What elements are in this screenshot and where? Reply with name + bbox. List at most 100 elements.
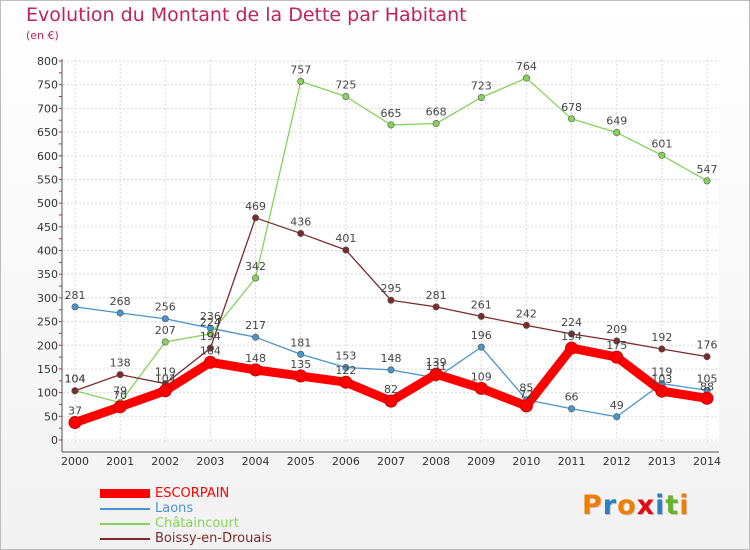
y-tick-label: 200 (37, 339, 58, 352)
data-label: 135 (290, 358, 311, 371)
data-point (206, 330, 214, 338)
data-label: 469 (245, 200, 266, 213)
data-label: 70 (113, 389, 127, 402)
data-label: 242 (516, 307, 537, 320)
data-label: 175 (606, 339, 627, 352)
data-point (613, 337, 621, 345)
logo-letter: t (665, 490, 680, 521)
data-label: 139 (426, 356, 447, 369)
legend-label: Laons (155, 501, 194, 516)
data-label: 49 (610, 399, 624, 412)
data-label: 181 (290, 336, 311, 349)
data-label: 764 (516, 60, 537, 73)
data-point (703, 353, 711, 361)
logo-letter: r (602, 490, 618, 521)
legend-swatch (100, 538, 150, 540)
data-label: 119 (651, 366, 672, 379)
data-label: 176 (697, 339, 718, 352)
y-tick-label: 400 (37, 245, 58, 258)
x-tick-label: 2012 (603, 455, 631, 468)
legend-label: Châtaincourt (155, 516, 239, 531)
data-point (158, 384, 172, 398)
logo-letter: i (655, 490, 666, 521)
data-point (519, 399, 533, 413)
x-tick-label: 2005 (287, 455, 315, 468)
x-tick-label: 2006 (332, 455, 360, 468)
logo-letter: x (636, 490, 656, 521)
data-label: 401 (335, 232, 356, 245)
data-label: 131 (426, 360, 447, 373)
y-tick-label: 250 (37, 316, 58, 329)
data-label: 757 (290, 63, 311, 76)
data-label: 153 (335, 350, 356, 363)
y-tick-label: 300 (37, 292, 58, 305)
data-label: 82 (384, 383, 398, 396)
data-label: 79 (113, 385, 127, 398)
data-point (387, 366, 395, 374)
data-point (387, 121, 395, 129)
x-tick-label: 2010 (512, 455, 540, 468)
data-point (161, 315, 169, 323)
data-point (116, 309, 124, 317)
y-tick-label: 0 (51, 434, 58, 447)
data-point (703, 177, 711, 185)
y-tick-label: 700 (37, 102, 58, 115)
data-label: 209 (606, 323, 627, 336)
y-tick-label: 150 (37, 363, 58, 376)
data-point (429, 367, 443, 381)
y-tick-label: 450 (37, 221, 58, 234)
data-label: 668 (426, 106, 447, 119)
data-label: 207 (155, 324, 176, 337)
data-label: 148 (245, 352, 266, 365)
data-point (252, 214, 260, 222)
data-label: 66 (565, 391, 579, 404)
y-tick-label: 100 (37, 387, 58, 400)
data-point (203, 355, 217, 369)
y-tick-label: 350 (37, 268, 58, 281)
data-label: 268 (110, 295, 131, 308)
data-point (568, 405, 576, 413)
data-label: 723 (471, 79, 492, 92)
data-point (206, 344, 214, 352)
data-label: 665 (381, 107, 402, 120)
data-label: 261 (471, 298, 492, 311)
logo-letter: o (617, 490, 637, 521)
data-point (477, 93, 485, 101)
x-tick-label: 2014 (693, 455, 721, 468)
chart-subtitle: (en €) (26, 29, 59, 42)
data-point (568, 330, 576, 338)
data-label: 236 (200, 310, 221, 323)
data-point (613, 129, 621, 137)
data-point (474, 381, 488, 395)
data-point (339, 375, 353, 389)
data-label: 105 (697, 372, 718, 385)
data-point (522, 74, 530, 82)
x-tick-label: 2001 (106, 455, 134, 468)
data-label: 104 (65, 373, 86, 386)
chart-title: Evolution du Montant de la Dette par Hab… (26, 4, 467, 26)
data-point (71, 387, 79, 395)
y-tick-label: 800 (37, 55, 58, 68)
data-label: 678 (561, 101, 582, 114)
y-tick-label: 500 (37, 197, 58, 210)
data-label: 122 (335, 364, 356, 377)
data-point (384, 394, 398, 408)
data-label: 104 (155, 373, 176, 386)
data-point (71, 303, 79, 311)
data-point (249, 363, 263, 377)
data-point (342, 364, 350, 372)
data-label: 217 (245, 319, 266, 332)
data-label: 194 (200, 330, 221, 343)
x-tick-label: 2007 (377, 455, 405, 468)
data-label: 88 (700, 380, 714, 393)
legend-label: Boissy-en-Drouais (155, 531, 272, 546)
data-point (613, 413, 621, 421)
legend-label: ESCORPAIN (155, 486, 230, 501)
data-label: 196 (471, 329, 492, 342)
data-point (565, 341, 579, 355)
data-label: 194 (561, 330, 582, 343)
y-tick-label: 50 (44, 410, 58, 423)
data-label: 224 (200, 316, 221, 329)
data-point (432, 303, 440, 311)
